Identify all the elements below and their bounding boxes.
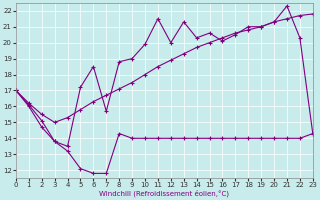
X-axis label: Windchill (Refroidissement éolien,°C): Windchill (Refroidissement éolien,°C) bbox=[100, 190, 229, 197]
